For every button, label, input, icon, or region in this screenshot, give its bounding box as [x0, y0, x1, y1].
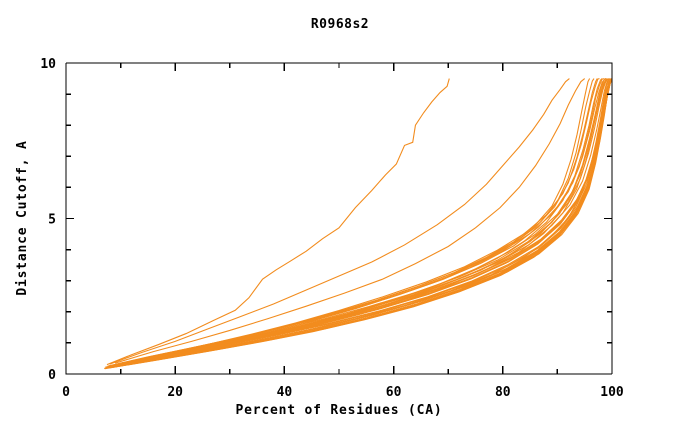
- y-axis-label: Distance Cutoff, A: [15, 140, 30, 295]
- chart-title: R0968s2: [311, 17, 369, 32]
- axis-tick-labels: 0 20 40 60 80 100 0 5 10: [40, 57, 624, 400]
- plot-frame: [65, 62, 613, 375]
- data-curve: [110, 78, 603, 368]
- data-curve: [104, 78, 611, 369]
- data-curve: [125, 78, 610, 363]
- data-curve: [116, 78, 609, 367]
- data-curve: [109, 78, 570, 365]
- tick-label: 10: [40, 57, 56, 72]
- data-curve: [107, 78, 608, 367]
- data-curve: [109, 78, 610, 369]
- data-curve: [119, 78, 611, 364]
- axis-ticks: [65, 62, 613, 375]
- data-curve: [120, 78, 613, 364]
- data-curve: [121, 78, 612, 365]
- tick-label: 100: [600, 385, 624, 400]
- data-curve: [113, 78, 613, 367]
- tick-label: 40: [277, 385, 293, 400]
- tick-label: 5: [48, 213, 56, 228]
- tick-label: 0: [48, 368, 56, 383]
- tick-label: 80: [495, 385, 511, 400]
- data-curve: [106, 78, 450, 366]
- axis-frame: [65, 62, 613, 375]
- data-curve: [114, 78, 586, 364]
- data-curve: [120, 78, 600, 365]
- x-axis-label: Percent of Residues (CA): [235, 403, 442, 418]
- tick-label: 0: [62, 385, 70, 400]
- data-curve: [127, 78, 613, 363]
- data-curve: [123, 78, 606, 364]
- data-curve: [117, 78, 605, 365]
- data-curve: [105, 78, 607, 368]
- data-curves: [104, 78, 613, 370]
- data-curve: [113, 78, 608, 366]
- tick-label: 60: [386, 385, 402, 400]
- tick-label: 20: [167, 385, 183, 400]
